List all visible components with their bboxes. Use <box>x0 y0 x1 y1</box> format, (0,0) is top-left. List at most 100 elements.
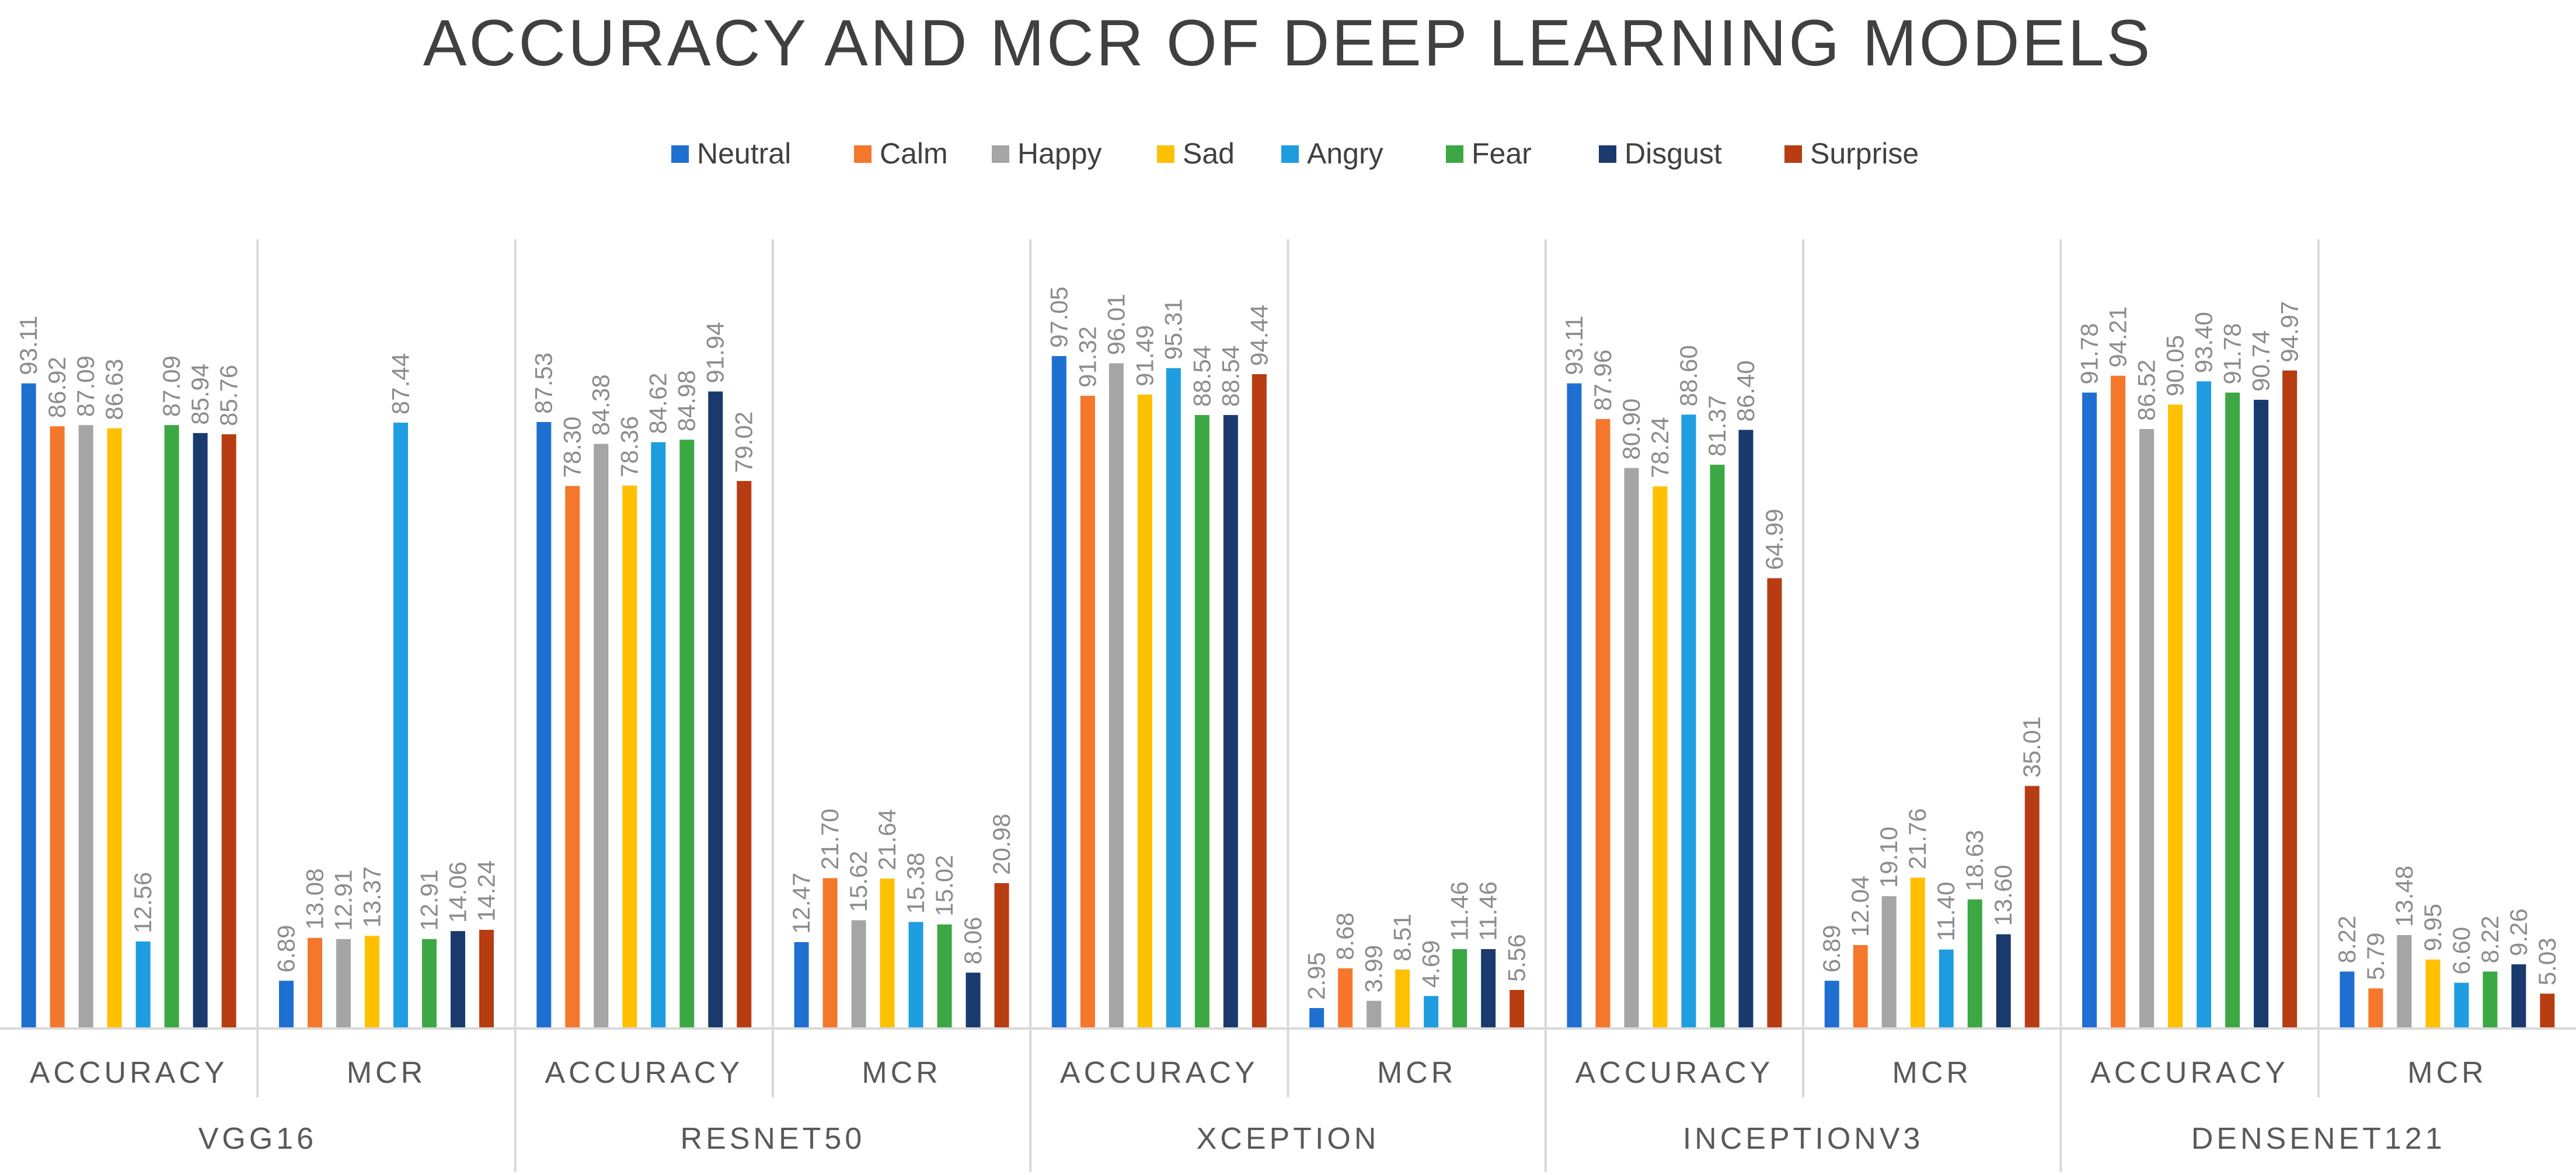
metric-label-accuracy: ACCURACY <box>1060 1056 1259 1090</box>
data-label: 13.08 <box>301 869 328 930</box>
bar-resnet50-accuracy-disgust <box>708 391 723 1029</box>
data-label: 88.60 <box>1675 345 1702 406</box>
legend-swatch-happy <box>992 145 1009 163</box>
bar-resnet50-mcr-disgust <box>965 972 981 1028</box>
data-label: 13.48 <box>2390 866 2418 927</box>
bar-xception-accuracy-sad <box>1137 395 1152 1028</box>
bar-resnet50-mcr-sad <box>880 878 895 1028</box>
metric-label-accuracy: ACCURACY <box>30 1056 228 1090</box>
metric-label-mcr: MCR <box>1892 1056 1972 1090</box>
data-label: 96.01 <box>1102 294 1130 355</box>
data-label: 11.46 <box>1446 881 1473 941</box>
metric-label-accuracy: ACCURACY <box>545 1056 743 1090</box>
bar-vgg16-mcr-angry <box>393 423 408 1029</box>
bar-densenet121-accuracy-calm <box>2111 375 2126 1028</box>
bar-inceptionv3-accuracy-happy <box>1624 468 1639 1028</box>
bar-inceptionv3-accuracy-neutral <box>1567 383 1582 1028</box>
bar-vgg16-mcr-calm <box>307 937 322 1028</box>
data-label: 86.92 <box>43 357 71 418</box>
bar-xception-mcr-neutral <box>1309 1007 1324 1028</box>
bar-xception-accuracy-disgust <box>1223 415 1238 1028</box>
data-label: 12.91 <box>329 870 357 931</box>
data-label: 15.38 <box>902 852 929 913</box>
bar-vgg16-accuracy-sad <box>107 428 122 1028</box>
bar-resnet50-accuracy-neutral <box>536 422 552 1028</box>
bar-inceptionv3-mcr-surprise <box>2024 786 2040 1028</box>
legend-label-neutral: Neutral <box>697 137 791 170</box>
bar-xception-mcr-disgust <box>1481 949 1496 1028</box>
data-label: 3.99 <box>1360 945 1388 993</box>
data-label: 12.91 <box>415 870 442 931</box>
data-label: 78.36 <box>616 416 643 477</box>
bar-densenet121-mcr-surprise <box>2540 993 2555 1028</box>
data-label: 4.69 <box>1417 940 1445 988</box>
data-label: 85.94 <box>186 364 214 425</box>
data-label: 19.10 <box>1875 827 1902 888</box>
data-label: 91.94 <box>702 322 729 383</box>
legend-swatch-sad <box>1157 145 1174 163</box>
data-label: 93.11 <box>1560 316 1588 375</box>
data-label: 80.90 <box>1618 399 1645 460</box>
data-label: 8.06 <box>959 917 987 965</box>
data-label: 78.30 <box>559 416 586 477</box>
data-label: 97.05 <box>1045 287 1072 348</box>
data-label: 86.52 <box>2133 360 2160 421</box>
data-label: 11.40 <box>1932 882 1960 942</box>
bar-resnet50-accuracy-surprise <box>737 481 752 1028</box>
legend-label-angry: Angry <box>1307 137 1383 170</box>
data-label: 9.95 <box>2419 904 2446 951</box>
legend-label-happy: Happy <box>1017 137 1102 170</box>
bar-xception-accuracy-calm <box>1080 396 1095 1028</box>
data-label: 93.11 <box>15 316 42 375</box>
bar-densenet121-mcr-sad <box>2425 959 2441 1028</box>
bar-vgg16-accuracy-disgust <box>193 433 208 1028</box>
bar-inceptionv3-mcr-happy <box>1881 896 1897 1028</box>
metric-label-mcr: MCR <box>347 1056 426 1090</box>
bar-inceptionv3-accuracy-angry <box>1681 414 1696 1028</box>
data-label: 14.06 <box>444 862 471 923</box>
data-label: 21.70 <box>816 808 843 870</box>
bar-xception-mcr-happy <box>1367 1000 1382 1028</box>
bar-resnet50-mcr-neutral <box>794 942 809 1028</box>
bar-resnet50-mcr-surprise <box>994 883 1009 1028</box>
data-label: 8.22 <box>2333 916 2361 964</box>
bar-inceptionv3-accuracy-sad <box>1653 486 1668 1028</box>
data-label: 87.96 <box>1589 350 1616 411</box>
legend-label-fear: Fear <box>1472 137 1532 170</box>
legend-swatch-calm <box>854 145 872 163</box>
bar-resnet50-mcr-calm <box>822 878 838 1028</box>
data-label: 35.01 <box>2018 716 2045 777</box>
data-label: 15.62 <box>845 850 872 912</box>
bar-vgg16-mcr-disgust <box>450 931 465 1028</box>
bar-vgg16-accuracy-angry <box>135 941 151 1028</box>
data-label: 12.04 <box>1846 876 1874 937</box>
bar-densenet121-mcr-happy <box>2397 935 2412 1028</box>
bar-densenet121-accuracy-angry <box>2197 381 2212 1028</box>
bar-xception-mcr-sad <box>1395 969 1410 1028</box>
data-label: 95.31 <box>1159 299 1187 360</box>
bar-xception-mcr-angry <box>1424 996 1439 1028</box>
data-label: 64.99 <box>1761 508 1788 570</box>
model-label-resnet50: RESNET50 <box>681 1122 866 1156</box>
data-label: 91.78 <box>2076 323 2103 384</box>
bar-vgg16-accuracy-surprise <box>221 434 236 1028</box>
data-label: 90.74 <box>2247 330 2275 392</box>
bar-vgg16-accuracy-fear <box>164 425 179 1028</box>
bar-xception-accuracy-neutral <box>1051 356 1066 1028</box>
data-label: 81.37 <box>1703 395 1731 456</box>
data-label: 2.95 <box>1303 952 1330 1000</box>
metric-label-accuracy: ACCURACY <box>2090 1056 2289 1090</box>
data-label: 79.02 <box>730 412 758 473</box>
bar-vgg16-accuracy-neutral <box>21 383 36 1028</box>
bar-vgg16-mcr-neutral <box>278 981 294 1028</box>
legend-swatch-neutral <box>671 145 689 163</box>
bar-resnet50-mcr-fear <box>937 924 952 1028</box>
data-label: 91.78 <box>2219 323 2246 384</box>
legend-swatch-angry <box>1281 145 1299 163</box>
data-label: 86.63 <box>100 359 128 420</box>
bar-densenet121-accuracy-disgust <box>2254 399 2269 1028</box>
data-label: 15.02 <box>930 855 958 916</box>
bar-densenet121-mcr-fear <box>2483 971 2498 1028</box>
